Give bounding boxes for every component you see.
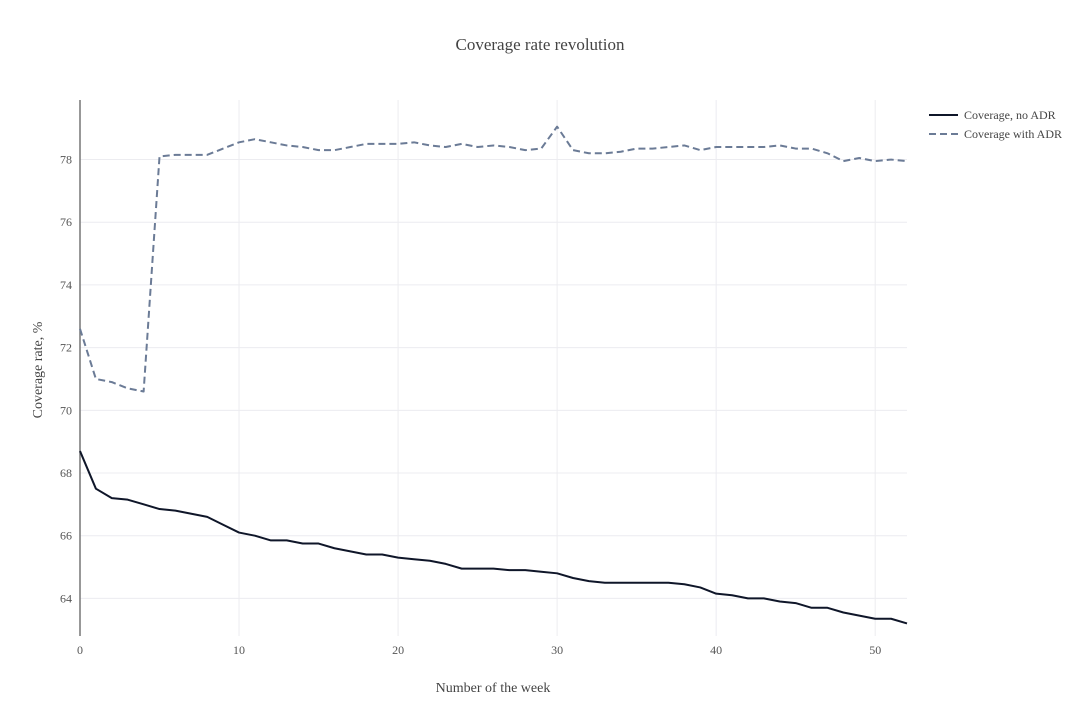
series-line-1	[79, 450, 908, 625]
legend: Coverage, no ADR Coverage with ADR	[929, 108, 1062, 141]
x-axis-label: Number of the week	[436, 681, 551, 696]
series-lines	[79, 125, 908, 625]
x-tick-label: 40	[710, 643, 722, 657]
x-tick-label: 10	[233, 643, 245, 657]
legend-label: Coverage, no ADR	[964, 108, 1056, 122]
y-tick-label: 66	[60, 529, 72, 543]
x-tick-label: 50	[869, 643, 881, 657]
series-line-2	[79, 125, 908, 393]
y-tick-label: 64	[60, 591, 72, 605]
y-tick-label: 76	[60, 215, 72, 229]
y-tick-label: 70	[60, 403, 72, 417]
legend-label: Coverage with ADR	[964, 127, 1062, 141]
x-tick-label: 0	[77, 643, 83, 657]
x-tick-label: 30	[551, 643, 563, 657]
y-tick-label: 74	[60, 278, 72, 292]
axes: 64 66 68 70 72 74 76 78 0 10 20 30 40 50	[60, 100, 881, 657]
grid	[80, 100, 907, 636]
y-axis-label: Coverage rate, %	[31, 321, 46, 418]
y-tick-label: 78	[60, 153, 72, 167]
x-tick-label: 20	[392, 643, 404, 657]
y-tick-label: 72	[60, 341, 72, 355]
chart-title: Coverage rate revolution	[456, 35, 625, 54]
y-tick-label: 68	[60, 466, 72, 480]
